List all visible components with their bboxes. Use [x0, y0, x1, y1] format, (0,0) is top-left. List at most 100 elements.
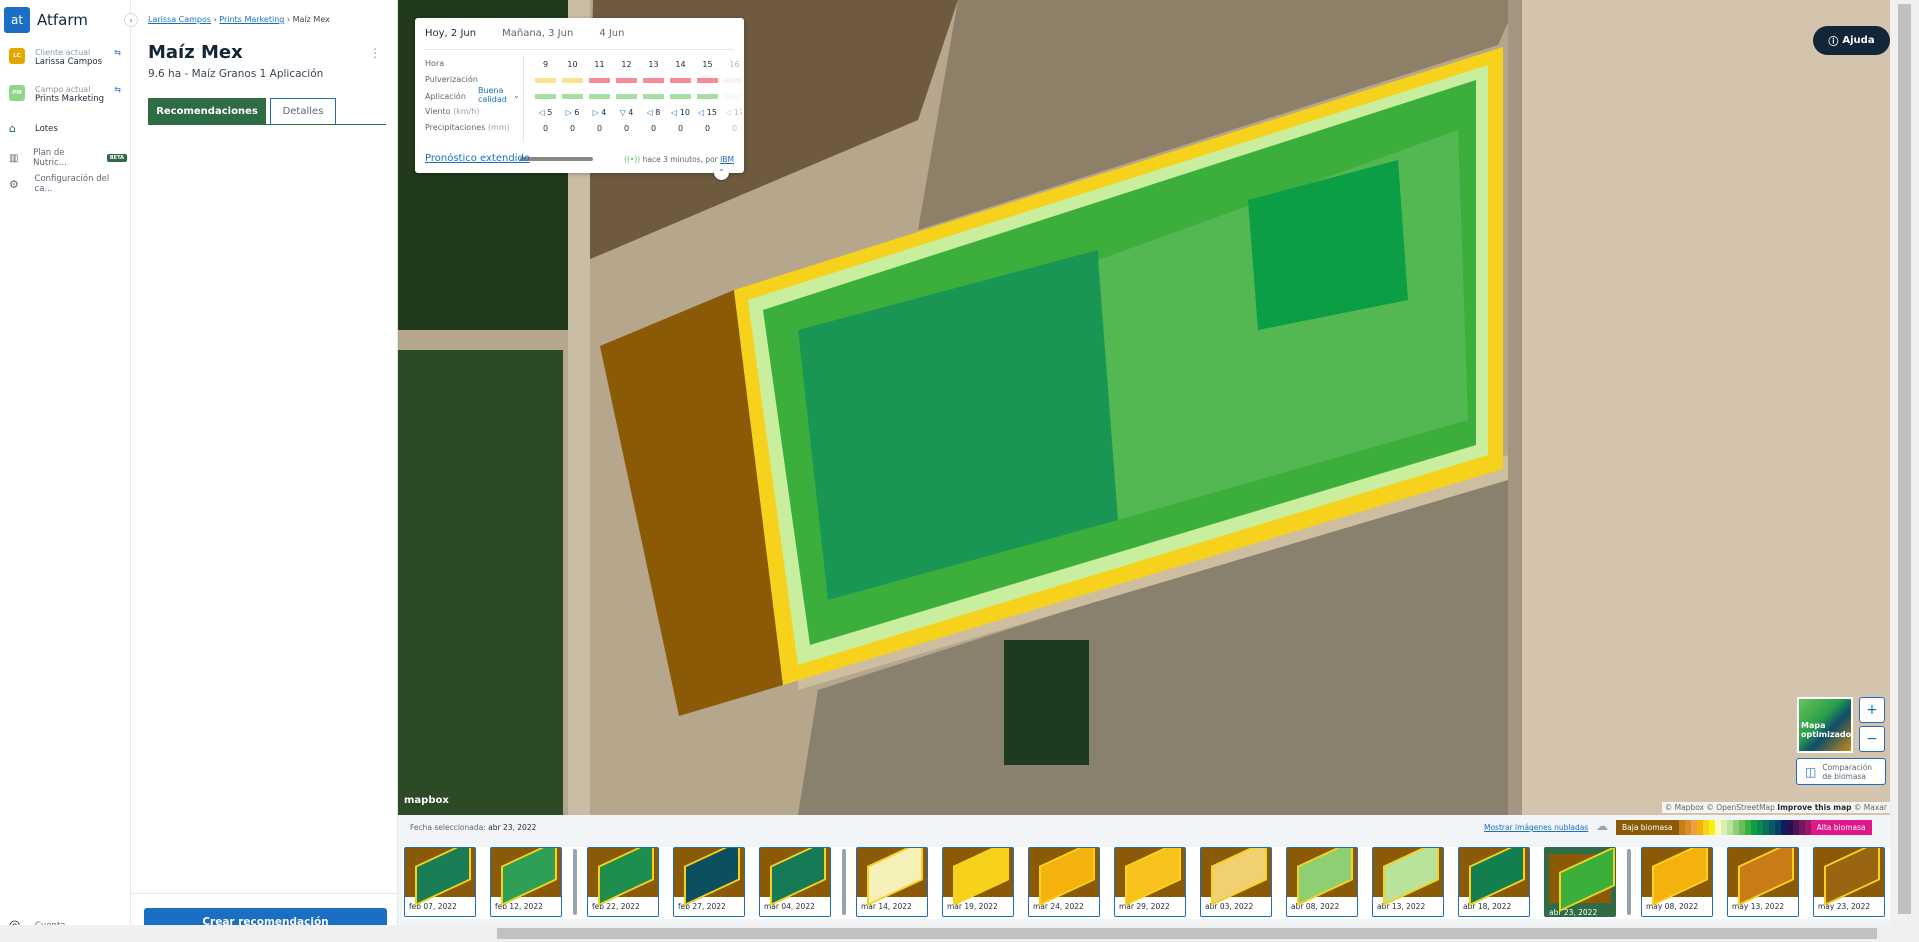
- breadcrumb-client[interactable]: Larissa Campos: [148, 15, 212, 24]
- lotes-icon: ⌂: [9, 122, 16, 135]
- optimized-map-toggle[interactable]: Mapa optimizado: [1797, 697, 1853, 753]
- improve-map-link[interactable]: Improve this map: [1777, 803, 1852, 812]
- nav-label: Lotes: [35, 123, 58, 134]
- application-row: [532, 88, 742, 104]
- day-tab[interactable]: 4 Jun: [599, 28, 625, 39]
- image-thumbnail[interactable]: may 13, 2022: [1727, 847, 1799, 917]
- unit-label: (mm): [487, 123, 510, 132]
- spray-bar: [562, 77, 583, 83]
- image-thumbnail[interactable]: feb 07, 2022: [404, 847, 476, 917]
- thumbnail-image: [1549, 848, 1615, 913]
- image-thumbnail[interactable]: abr 13, 2022: [1372, 847, 1444, 917]
- image-thumbnail[interactable]: mar 19, 2022: [942, 847, 1014, 917]
- thumbnail-image: [943, 848, 1013, 907]
- legend-swatch: [1780, 820, 1787, 835]
- panel-tabs: Recomendaciones Detalles: [148, 98, 386, 125]
- wind-speed: 4: [601, 107, 607, 117]
- image-thumbnail[interactable]: mar 29, 2022: [1114, 847, 1186, 917]
- wind-row: ◁ 5 ▷ 6 ▷ 4 ▽ 4 ◁ 8 ◁ 10 ◁ 15 ◁ 17: [532, 104, 742, 120]
- weather-widget: Hoy, 2 Jun Mañana, 3 Jun 4 Jun Hora Pulv…: [415, 18, 744, 180]
- thumbnail-date: feb 27, 2022: [678, 902, 726, 911]
- thumbnail-image: [1115, 848, 1185, 907]
- chevron-down-icon[interactable]: ⌄: [513, 91, 520, 100]
- map-view[interactable]: mapbox Hoy, 2 Jun Mañana, 3 Jun 4 Jun Ho…: [398, 0, 1890, 815]
- current-field[interactable]: PM Campo actual Prints Marketing ⇆: [9, 85, 127, 104]
- hour-cell: 13: [648, 59, 659, 69]
- image-thumbnail[interactable]: mar 14, 2022: [856, 847, 928, 917]
- collapse-sidebar-button[interactable]: ‹: [124, 13, 138, 27]
- atfarm-logo[interactable]: at: [4, 7, 30, 33]
- help-button[interactable]: ⓘ Ajuda: [1813, 26, 1890, 55]
- weather-scrollbar[interactable]: [520, 157, 593, 161]
- thumbnail-image: [1373, 848, 1443, 907]
- nav-item-config[interactable]: ⚙ Configuración del ca...: [9, 174, 127, 194]
- imagery-timeline: Fecha seleccionada: abr 23, 2022 Mostrar…: [398, 815, 1890, 925]
- image-thumbnail[interactable]: abr 08, 2022: [1286, 847, 1358, 917]
- thumbnail-date: abr 08, 2022: [1291, 902, 1340, 911]
- current-client[interactable]: LC Cliente actual Larissa Campos ⇆: [9, 48, 127, 67]
- day-tab[interactable]: Hoy, 2 Jun: [425, 28, 477, 39]
- wind-direction-icon: ▷: [592, 107, 599, 117]
- image-thumbnail[interactable]: mar 04, 2022: [759, 847, 831, 917]
- day-tab[interactable]: Mañana, 3 Jun: [502, 28, 574, 39]
- attribution-link[interactable]: © Mapbox © OpenStreetMap: [1664, 803, 1775, 812]
- spray-cell: [721, 76, 742, 85]
- split-view-icon: ◫: [1805, 764, 1817, 779]
- image-thumbnail[interactable]: feb 27, 2022: [673, 847, 745, 917]
- wind-direction-icon: ◁: [538, 107, 545, 117]
- image-thumbnail[interactable]: feb 22, 2022: [587, 847, 659, 917]
- wind-cell: ◁ 17: [721, 108, 742, 117]
- brand-name: Atfarm: [37, 11, 88, 29]
- collapse-weather-button[interactable]: ⌃: [714, 165, 729, 180]
- spray-cell: [667, 76, 694, 85]
- wind-cell: ▷ 6: [559, 108, 586, 117]
- horizontal-scrollbar[interactable]: [0, 925, 1919, 942]
- wind-cell: ◁ 5: [532, 108, 559, 117]
- tab-detalles[interactable]: Detalles: [270, 98, 336, 124]
- hour-cell: 16: [729, 59, 740, 69]
- tab-recomendaciones[interactable]: Recomendaciones: [148, 98, 266, 124]
- zoom-in-button[interactable]: +: [1859, 697, 1885, 723]
- period-separator: [842, 849, 846, 915]
- image-thumbnail[interactable]: feb 12, 2022: [490, 847, 562, 917]
- more-options-icon[interactable]: ⋮: [369, 46, 381, 60]
- application-bar: [670, 93, 691, 99]
- weather-grid[interactable]: 9 10 11 12 13 14 15 16 ◁ 5 ▷ 6 ▷ 4 ▽ 4 ◁ 8 ◁ 10 ◁ 15 ◁ …: [532, 56, 742, 136]
- image-thumbnail[interactable]: mar 24, 2022: [1028, 847, 1100, 917]
- zoom-out-button[interactable]: −: [1859, 726, 1885, 752]
- row-label: Hora: [425, 59, 445, 68]
- show-cloudy-images-link[interactable]: Mostrar imágenes nubladas: [1484, 823, 1589, 832]
- spray-bar: [535, 77, 556, 83]
- image-thumbnail[interactable]: abr 18, 2022: [1458, 847, 1530, 917]
- thumbnail-date: abr 13, 2022: [1377, 902, 1426, 911]
- legend-swatch: [1708, 820, 1715, 835]
- vertical-scrollbar[interactable]: [1890, 0, 1919, 925]
- legend-swatch: [1726, 820, 1733, 835]
- client-avatar: LC: [9, 48, 25, 64]
- image-thumbnail[interactable]: abr 23, 2022: [1544, 847, 1616, 917]
- row-label: Viento: [425, 107, 451, 116]
- spray-bar: [616, 77, 637, 83]
- thumbnail-date: mar 24, 2022: [1033, 902, 1084, 911]
- provider-link[interactable]: IBM: [720, 155, 734, 164]
- field-label: Campo actual: [35, 85, 91, 94]
- extended-forecast-link[interactable]: Pronóstico extendido: [425, 153, 530, 164]
- image-thumbnail[interactable]: abr 03, 2022: [1200, 847, 1272, 917]
- thumbnail-date: feb 22, 2022: [592, 902, 640, 911]
- selected-date-label: Fecha seleccionada:: [410, 823, 486, 832]
- maxar-link[interactable]: © Maxar: [1853, 803, 1887, 812]
- image-thumbnail[interactable]: may 23, 2022: [1813, 847, 1885, 917]
- nav-label: Configuración del ca...: [34, 174, 110, 194]
- image-thumbnail[interactable]: may 08, 2022: [1641, 847, 1713, 917]
- breadcrumb-field[interactable]: Prints Marketing: [219, 15, 285, 24]
- application-quality-select[interactable]: Buena calidad: [478, 86, 507, 104]
- field-name: Prints Marketing: [35, 94, 105, 104]
- swap-icon[interactable]: ⇆: [114, 48, 121, 57]
- swap-icon[interactable]: ⇆: [114, 85, 121, 94]
- biomass-comparison-button[interactable]: ◫ Comparación de biomasa: [1796, 758, 1886, 785]
- wind-speed: 6: [574, 107, 580, 117]
- nav-item-lotes[interactable]: ⌂ Lotes: [9, 122, 127, 135]
- nav-item-plan[interactable]: ▥ Plan de Nutric... BETA: [9, 148, 127, 168]
- legend-swatch: [1678, 820, 1685, 835]
- legend-swatch: [1768, 820, 1775, 835]
